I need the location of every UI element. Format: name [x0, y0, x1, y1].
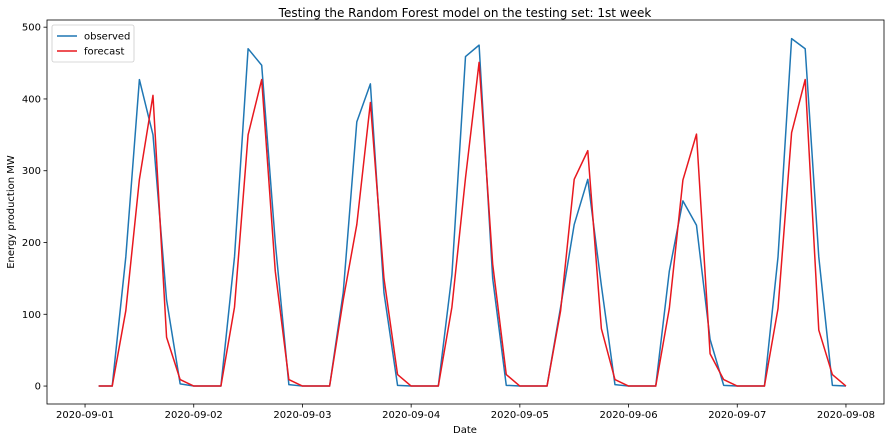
x-tick-label: 2020-09-01: [56, 410, 114, 421]
legend: observed forecast: [51, 24, 135, 63]
y-tick-label: 300: [22, 166, 41, 177]
legend-label-forecast: forecast: [84, 47, 125, 58]
x-axis-ticks: 2020-09-01 2020-09-02 2020-09-03 2020-09-04…: [56, 404, 875, 421]
y-axis-ticks: 0 100 200 300 400 500: [22, 23, 47, 393]
y-tick-label: 100: [22, 310, 41, 321]
x-axis-label: Date: [453, 425, 477, 436]
x-tick-label: 2020-09-05: [491, 410, 549, 421]
x-tick-label: 2020-09-08: [817, 410, 875, 421]
plot-frame: [46, 19, 885, 405]
y-axis-label: Energy production MW: [6, 155, 17, 269]
x-tick-label: 2020-09-06: [599, 410, 657, 421]
y-tick-label: 500: [22, 23, 41, 34]
legend-box: [51, 24, 135, 63]
plot-background: [47, 20, 884, 404]
x-tick-label: 2020-09-04: [382, 410, 440, 421]
y-tick-label: 0: [35, 382, 41, 393]
x-tick-label: 2020-09-03: [273, 410, 331, 421]
series-line-forecast: [98, 61, 847, 387]
y-tick-label: 200: [22, 238, 41, 249]
x-tick-label: 2020-09-02: [165, 410, 223, 421]
y-tick-label: 400: [22, 94, 41, 105]
x-tick-label: 2020-09-07: [708, 410, 766, 421]
chart-title: Testing the Random Forest model on the t…: [278, 6, 652, 20]
series-layer: [98, 37, 847, 387]
series-line-observed: [98, 37, 846, 387]
legend-label-observed: observed: [84, 32, 130, 43]
